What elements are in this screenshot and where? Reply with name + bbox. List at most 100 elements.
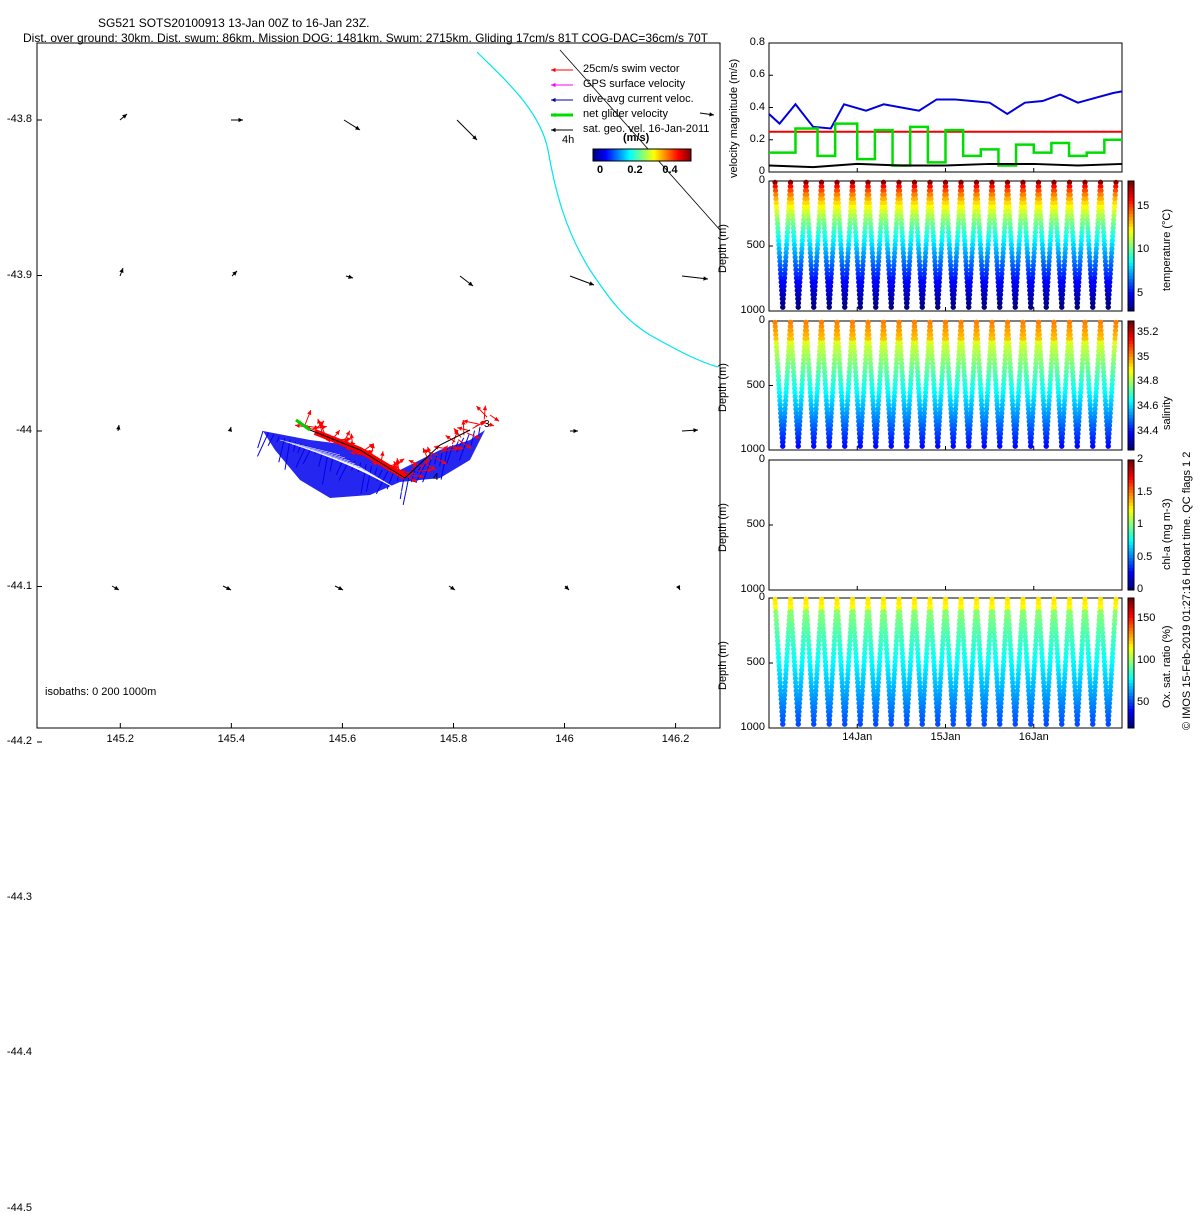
colorbar-tick: 50 [1137,695,1150,708]
profile-colorbar-cell [1128,203,1134,208]
profile-colorbar-cell [1128,653,1134,657]
colorbar-cell [680,149,682,161]
colorbar-cell [630,149,632,161]
colorbar-cell [676,149,678,161]
depth-ylabel: Depth (m) [717,224,729,273]
profile-colorbar-cell [1128,685,1134,690]
legend-item-label: GPS surface velocity [583,78,686,90]
profile-colorbar-cell [1128,272,1134,276]
depth-ylabel: Depth (m) [717,641,729,690]
colorbar-cell [624,149,626,161]
profile-colorbar-cell [1128,557,1134,562]
profile-colorbar-cell [1128,466,1134,471]
profile-colorbar-cell [1128,278,1134,283]
velocity-series-2 [769,122,1122,167]
chart-title-line1: SG521 SOTS20100913 13-Jan 00Z to 16-Jan … [98,16,370,30]
profile-colorbar-cell [1128,698,1134,703]
profile-colorbar-cell [1128,210,1134,214]
velocity-y-tick: 0.6 [749,68,765,81]
depth-ylabel: Depth (m) [717,503,729,552]
colorbar-cell [653,149,655,161]
map-plot: 34 [36,42,721,743]
profile-colorbar-cell [1128,607,1134,612]
legend-line-3 [551,112,573,118]
velocity-y-tick: 0.8 [749,36,765,48]
profile-colorbar-cell [1128,385,1134,390]
profile-colorbar-frame-1 [1127,180,1135,312]
colorbar-cell [640,149,642,161]
colorbar-cell [670,149,672,161]
profile-colorbar-cell [1128,695,1134,700]
swim-vector [489,414,500,422]
colorbar-cell [646,149,648,161]
swim-vector [453,428,462,438]
profile-colorbar-cell [1128,617,1134,622]
track-label: 3 [484,419,490,430]
profile-colorbar-cell [1128,630,1134,635]
profile-colorbar-cell [1128,560,1134,565]
profile-colorbar-cell [1128,643,1134,648]
profile-colorbar-cell [1128,650,1134,654]
colorbar-tick: 0 [1137,583,1144,595]
colorbar-cell [654,149,656,161]
colorbar-cell [659,149,661,161]
profile-colorbar-cell [1128,437,1134,441]
colorbar-tick: 150 [1137,611,1156,624]
colorbar-cell [682,149,684,161]
profile-colorbar-cell [1128,637,1134,641]
footer-copyright: © IMOS 15-Feb-2019 01:27:16 Hobart time.… [1181,451,1193,730]
profile-colorbar-cell [1128,620,1134,625]
profile-colorbar-cell [1128,440,1134,445]
profile-colorbar-cell [1128,207,1134,211]
profile-colorbar-cell [1128,190,1134,195]
legend-item-label: net glider velocity [583,108,668,120]
profile-colorbar-cell [1128,551,1134,555]
profile-colorbar-cell [1128,420,1134,425]
isobaths-label: isobaths: 0 200 1000m [45,686,157,698]
velocity-series-0 [768,90,1123,130]
profile-colorbar-cell [1128,213,1134,218]
profile-colorbar-cell [1128,298,1134,302]
profile-colorbar-cell [1128,492,1134,497]
map-y-tick: -44.1 [6,579,32,592]
colorbar-cell [603,149,605,161]
colorbar-cell [675,149,677,161]
profile-colorbar-cell [1128,307,1134,312]
current-fan [256,426,485,505]
swim-vector [457,439,472,449]
profile-colorbar-cell [1128,640,1134,644]
swim-vector [423,449,439,456]
swim-vector [408,459,424,468]
profile-colorbar-cell [1128,281,1134,286]
profile-colorbar-cell [1128,469,1134,474]
colorbar-cell [614,149,616,161]
profile-colorbar-cell [1128,343,1134,348]
profile-colorbar-cell [1128,337,1134,341]
profile-colorbar-cell [1128,236,1134,240]
time-tick: 15Jan [930,731,961,743]
sat-geo-arrow [111,585,120,591]
profile-panel-frame-3 [768,459,1123,591]
colorbar-cell [651,149,653,161]
colorbar-cell [622,149,624,161]
colorbar-cell [607,149,609,161]
colorbar-cell [626,149,628,161]
profile-colorbar-cell [1128,181,1134,185]
depth-tick: 0 [758,174,765,186]
profile-colorbar-cell [1128,366,1134,370]
profile-scatter-1 [772,179,1119,310]
colorbar-label: temperature (°C) [1161,208,1173,291]
profile-colorbar-cell [1128,672,1134,677]
swim-vector [462,419,479,425]
profile-colorbar-cell [1128,486,1134,490]
colorbar-tick: 10 [1137,243,1150,256]
colorbar-cell [595,149,597,161]
map-colorbar-tick: 0.2 [627,164,643,176]
profile-colorbar-cell [1128,601,1134,605]
profile-colorbar-cell [1128,262,1134,266]
profile-colorbar-cell [1128,544,1134,549]
profile-colorbar-cell [1128,229,1134,234]
swim-vector [425,463,436,471]
profile-colorbar-cell [1128,430,1134,435]
profile-colorbar-cell [1128,216,1134,221]
